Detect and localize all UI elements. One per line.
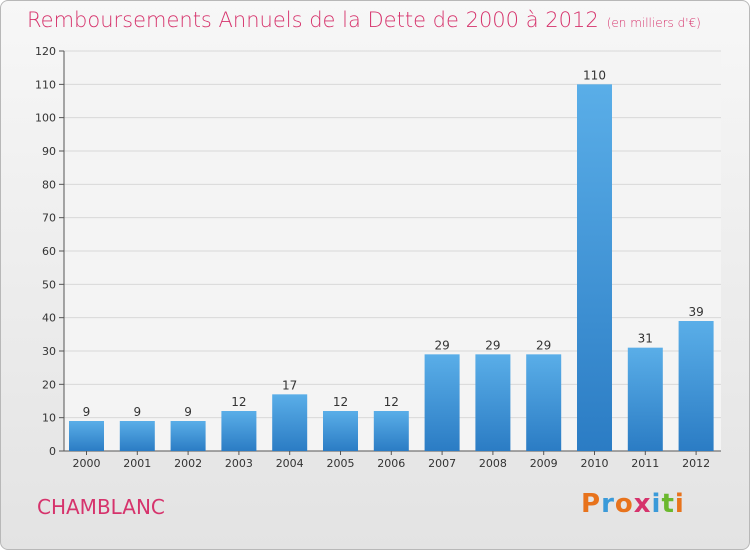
x-tick-label-2003: 2003: [225, 457, 253, 470]
bar-2011: [627, 347, 663, 451]
value-label-2010: 110: [583, 68, 606, 82]
proxiti-logo: Proxiti: [581, 489, 685, 519]
x-tick-label-2011: 2011: [631, 457, 659, 470]
bar-2002: [170, 421, 206, 451]
bar-2010: [577, 84, 612, 451]
y-tick-label-0: 0: [49, 445, 56, 458]
logo-letter: r: [601, 489, 615, 519]
logo-letter: P: [581, 489, 602, 519]
chart-title-text: Remboursements Annuels de la Dette de 20…: [27, 8, 599, 32]
y-tick-label-70: 70: [42, 212, 56, 225]
logo-letter: i: [674, 489, 685, 519]
bar-2008: [475, 354, 511, 451]
bar-2007: [424, 354, 460, 451]
value-label-2006: 12: [384, 395, 399, 409]
value-label-2000: 9: [83, 405, 91, 419]
x-tick-label-2007: 2007: [428, 457, 456, 470]
bar-2009: [526, 354, 562, 451]
x-tick-label-2006: 2006: [377, 457, 405, 470]
y-tick-label-100: 100: [35, 112, 56, 125]
y-tick-label-30: 30: [42, 345, 56, 358]
x-tick-label-2010: 2010: [581, 457, 609, 470]
y-tick-label-50: 50: [42, 278, 56, 291]
bar-2001: [119, 421, 155, 451]
value-label-2001: 9: [133, 405, 141, 419]
x-tick-label-2005: 2005: [327, 457, 355, 470]
y-tick-label-20: 20: [42, 378, 56, 391]
y-tick-label-110: 110: [35, 78, 56, 91]
logo-letter: t: [661, 489, 675, 519]
x-tick-label-2008: 2008: [479, 457, 507, 470]
value-label-2009: 29: [536, 338, 551, 352]
chart-title: Remboursements Annuels de la Dette de 20…: [27, 8, 701, 32]
bar-2012: [678, 321, 714, 451]
x-tick-label-2012: 2012: [682, 457, 710, 470]
x-tick-label-2000: 2000: [73, 457, 101, 470]
bar-2004: [272, 394, 308, 451]
x-tick-label-2004: 2004: [276, 457, 304, 470]
bar-2005: [323, 411, 358, 451]
value-label-2004: 17: [282, 378, 297, 392]
value-label-2012: 39: [688, 305, 703, 319]
x-tick-label-2009: 2009: [530, 457, 558, 470]
bar-2003: [221, 411, 257, 451]
value-label-2005: 12: [333, 395, 348, 409]
y-tick-label-80: 80: [42, 178, 56, 191]
value-label-2011: 31: [638, 332, 653, 346]
value-label-2002: 9: [184, 405, 192, 419]
logo-letter: i: [651, 489, 662, 519]
y-tick-label-60: 60: [42, 245, 56, 258]
logo-letter: x: [633, 489, 652, 519]
y-tick-label-10: 10: [42, 412, 56, 425]
value-label-2008: 29: [485, 338, 500, 352]
y-tick-label-90: 90: [42, 145, 56, 158]
bar-2000: [69, 421, 104, 451]
y-tick-label-120: 120: [35, 45, 56, 58]
bar-2006: [373, 411, 409, 451]
value-label-2003: 12: [231, 395, 246, 409]
x-tick-label-2002: 2002: [174, 457, 202, 470]
y-tick-label-40: 40: [42, 312, 56, 325]
chart-unit: (en milliers d'€): [606, 16, 701, 30]
commune-name: CHAMBLANC: [37, 495, 165, 519]
value-label-2007: 29: [434, 338, 449, 352]
logo-letter: o: [614, 489, 634, 519]
x-tick-label-2001: 2001: [123, 457, 151, 470]
